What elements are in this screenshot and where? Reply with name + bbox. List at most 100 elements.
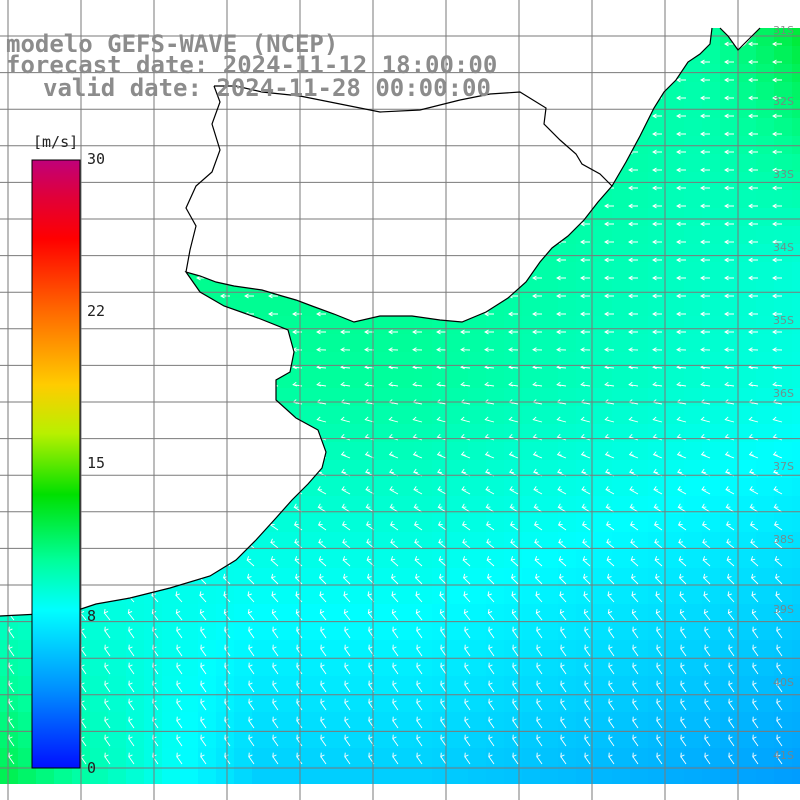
wind-arrow <box>728 680 735 693</box>
wind-cell <box>738 478 756 496</box>
wind-arrow <box>558 538 567 549</box>
wind-cell <box>792 406 800 424</box>
wind-arrow <box>556 451 567 459</box>
wind-cell <box>234 658 252 676</box>
wind-arrow <box>200 626 207 639</box>
wind-arrow <box>200 716 207 729</box>
wind-arrow <box>438 538 447 549</box>
wind-cell <box>306 622 324 640</box>
wind-cell <box>468 370 486 388</box>
wind-cell <box>540 478 558 496</box>
wind-cell <box>396 388 414 406</box>
wind-arrow <box>509 503 519 513</box>
wind-cell <box>756 586 774 604</box>
wind-cell <box>414 514 432 532</box>
wind-cell <box>648 550 666 568</box>
wind-cell <box>612 388 630 406</box>
wind-cell <box>630 766 648 784</box>
wind-cell <box>594 712 612 730</box>
wind-arrow <box>580 311 590 317</box>
wind-arrow <box>8 626 15 639</box>
wind-arrow <box>632 680 639 693</box>
wind-cell <box>558 748 576 766</box>
wind-arrow <box>536 716 543 729</box>
wind-arrow <box>724 185 734 191</box>
wind-cell <box>774 442 792 460</box>
wind-cell <box>504 514 522 532</box>
wind-cell <box>792 676 800 694</box>
lat-label-33s: 33S <box>773 168 794 181</box>
wind-cell <box>180 640 198 658</box>
wind-arrow <box>413 486 423 495</box>
wind-cell <box>630 550 648 568</box>
wind-cell <box>558 370 576 388</box>
wind-cell <box>504 334 522 352</box>
wind-cell <box>180 676 198 694</box>
wind-cell <box>486 532 504 550</box>
wind-cell <box>324 334 342 352</box>
wind-arrow <box>557 521 567 531</box>
wind-arrow <box>416 680 423 693</box>
wind-cell <box>378 640 396 658</box>
wind-arrow <box>412 347 423 352</box>
wind-cell <box>774 586 792 604</box>
wind-cell <box>414 622 432 640</box>
wind-arrow <box>775 591 783 603</box>
wind-arrow <box>413 521 423 531</box>
wind-arrow <box>104 716 111 729</box>
wind-cell <box>198 694 216 712</box>
wind-arrow <box>199 591 207 603</box>
wind-cell <box>792 532 800 550</box>
wind-arrow <box>437 486 447 495</box>
wind-cell <box>414 406 432 424</box>
wind-cell <box>756 118 774 136</box>
wind-arrow <box>560 644 567 657</box>
wind-arrow <box>104 698 111 711</box>
wind-arrow <box>320 752 327 765</box>
wind-cell <box>342 748 360 766</box>
wind-cell <box>702 424 720 442</box>
wind-cell <box>558 622 576 640</box>
wind-cell <box>576 460 594 478</box>
wind-arrow <box>128 698 135 711</box>
wind-arrow <box>628 416 639 423</box>
wind-arrow <box>680 680 687 693</box>
wind-cell <box>648 496 666 514</box>
wind-arrow <box>484 381 495 387</box>
wind-cell <box>684 424 702 442</box>
wind-arrow <box>389 521 399 531</box>
wind-cell <box>378 694 396 712</box>
wind-arrow <box>484 347 495 352</box>
wind-cell <box>540 442 558 460</box>
wind-cell <box>612 658 630 676</box>
wind-cell <box>18 766 36 784</box>
wind-arrow <box>128 752 135 765</box>
wind-arrow <box>8 734 15 747</box>
wind-arrow <box>294 538 303 549</box>
wind-arrow <box>727 608 735 621</box>
wind-arrow <box>700 329 710 335</box>
wind-cell <box>360 478 378 496</box>
wind-arrow <box>724 257 734 263</box>
wind-cell <box>270 586 288 604</box>
wind-arrow <box>580 416 591 423</box>
lat-label-31s: 31S <box>773 24 794 37</box>
wind-cell <box>468 478 486 496</box>
wind-cell <box>756 766 774 784</box>
wind-cell <box>234 694 252 712</box>
wind-cell <box>666 370 684 388</box>
wind-cell <box>540 748 558 766</box>
wind-arrow <box>630 573 639 585</box>
wind-arrow <box>556 347 567 352</box>
wind-arrow <box>296 698 303 711</box>
wind-arrow <box>556 329 566 335</box>
wind-cell <box>684 190 702 208</box>
wind-cell <box>774 406 792 424</box>
wind-cell <box>738 82 756 100</box>
wind-cell <box>594 334 612 352</box>
wind-arrow <box>652 167 662 173</box>
wind-arrow <box>580 221 590 227</box>
wind-arrow <box>704 644 711 657</box>
wind-arrow <box>655 608 663 621</box>
